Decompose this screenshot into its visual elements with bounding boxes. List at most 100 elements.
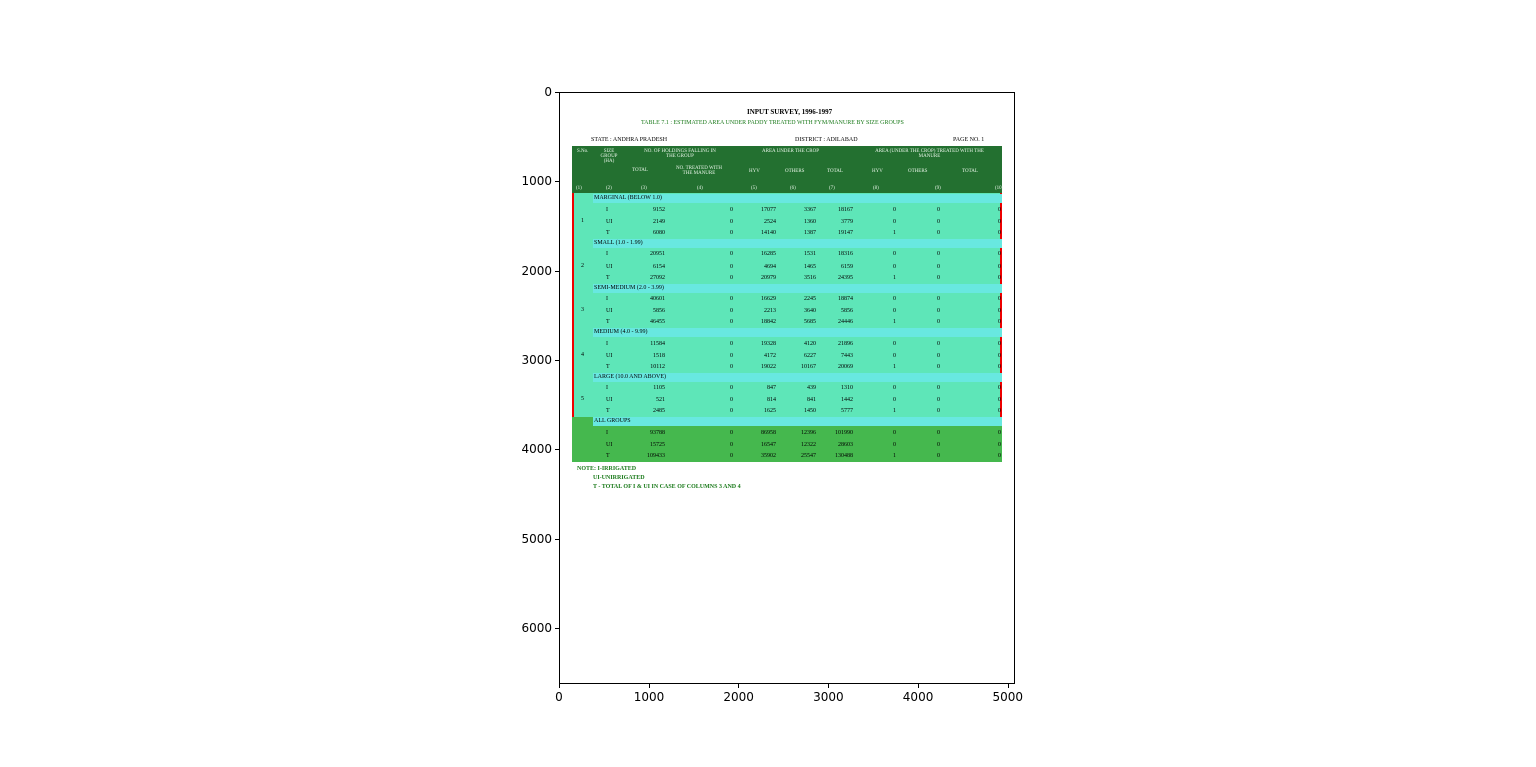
table-cell: 130488 (835, 453, 853, 459)
y-tick-mark (555, 538, 559, 540)
header-holdings: NO. OF HOLDINGS FALLING IN THE GROUP (644, 149, 716, 159)
table-cell: 0 (893, 385, 896, 391)
table-cell: 1 (893, 453, 896, 459)
table-cell: 3640 (804, 308, 816, 314)
subheader-tot: TOTAL (962, 169, 978, 174)
group-name: ALL GROUPS (594, 418, 631, 424)
table-cell: 1105 (653, 385, 665, 391)
table-cell: 24395 (838, 275, 853, 281)
table-cell: 4694 (764, 264, 776, 270)
table-cell: 1625 (764, 408, 776, 414)
table-cell: 10112 (650, 364, 665, 370)
table-cell: 0 (998, 341, 1001, 347)
table-cell: 0 (937, 207, 940, 213)
table-cell: 16629 (761, 296, 776, 302)
x-tick-label: 1000 (633, 690, 665, 704)
x-tick-label: 2000 (723, 690, 754, 704)
table-cell: 10167 (801, 364, 816, 370)
table-cell: 93788 (650, 430, 665, 436)
table-cell: 2485 (653, 408, 665, 414)
column-number: (8) (873, 186, 879, 191)
table-cell: 0 (937, 319, 940, 325)
table-cell: 0 (730, 207, 733, 213)
y-tick-mark (555, 449, 559, 451)
x-tick-mark (1007, 684, 1009, 688)
table-cell: 19328 (761, 341, 776, 347)
row-type: T (606, 408, 610, 414)
column-number: (5) (751, 186, 757, 191)
table-cell: 1310 (841, 385, 853, 391)
group-sno: 2 (581, 263, 584, 269)
table-cell: 0 (998, 397, 1001, 403)
group-sno: 3 (581, 307, 584, 313)
table-cell: 0 (893, 353, 896, 359)
table-cell: 0 (730, 296, 733, 302)
table-cell: 0 (998, 430, 1001, 436)
y-tick-label: 0 (544, 85, 552, 99)
table-cell: 24446 (838, 319, 853, 325)
table-cell: 14140 (761, 230, 776, 236)
table-cell: 9152 (653, 207, 665, 213)
row-type: I (606, 341, 608, 347)
table-cell: 7443 (841, 353, 853, 359)
table-cell: 521 (656, 397, 665, 403)
doc-subtitle: TABLE 7.1 : ESTIMATED AREA UNDER PADDY T… (641, 120, 904, 126)
subheader-others: OTHERS (908, 169, 928, 174)
group-name: SMALL (1.0 - 1.99) (594, 240, 643, 246)
table-cell: 0 (937, 397, 940, 403)
doc-title: INPUT SURVEY, 1996-1997 (747, 108, 833, 116)
table-cell: 18316 (838, 251, 853, 257)
header-size: SIZE GROUP (HA) (600, 149, 618, 164)
table-cell: 0 (937, 264, 940, 270)
table-cell: 18842 (761, 319, 776, 325)
table-cell: 0 (893, 251, 896, 257)
y-tick-label: 2000 (521, 263, 552, 278)
table-cell: 0 (730, 341, 733, 347)
table-cell: 3779 (841, 219, 853, 225)
x-tick-mark (648, 684, 650, 688)
subheader-others: OTHERS (785, 169, 805, 174)
y-tick-mark (555, 627, 559, 629)
y-tick-mark (555, 270, 559, 272)
table-cell: 6154 (653, 264, 665, 270)
y-tick-label: 1000 (521, 174, 552, 189)
table-cell: 0 (893, 219, 896, 225)
table-cell: 0 (937, 275, 940, 281)
group-band (593, 373, 1002, 382)
table-cell: 0 (937, 364, 940, 370)
table-cell: 1 (893, 408, 896, 414)
table-cell: 15725 (650, 442, 665, 448)
table-cell: 0 (937, 430, 940, 436)
table-cell: 0 (937, 308, 940, 314)
table-cell: 5777 (841, 408, 853, 414)
table-cell: 2213 (764, 308, 776, 314)
table-cell: 0 (937, 408, 940, 414)
y-tick-label: 4000 (521, 442, 552, 457)
table-cell: 1531 (804, 251, 816, 257)
table-cell: 2149 (653, 219, 665, 225)
table-cell: 0 (998, 453, 1001, 459)
row-type: UI (606, 397, 613, 403)
table-cell: 0 (730, 308, 733, 314)
table-cell: 0 (730, 275, 733, 281)
table-cell: 20979 (761, 275, 776, 281)
table-cell: 28603 (838, 442, 853, 448)
table-cell: 12396 (801, 430, 816, 436)
table-cell: 0 (998, 296, 1001, 302)
table-cell: 101990 (835, 430, 853, 436)
table-cell: 6227 (804, 353, 816, 359)
table-cell: 0 (937, 453, 940, 459)
group-band (593, 328, 1002, 337)
table-cell: 0 (998, 219, 1001, 225)
row-type: UI (606, 308, 613, 314)
table-cell: 16285 (761, 251, 776, 257)
table-cell: 0 (937, 219, 940, 225)
column-number: (1) (576, 186, 582, 191)
table-cell: 11584 (650, 341, 665, 347)
x-tick-label: 5000 (992, 690, 1024, 704)
table-cell: 1442 (841, 397, 853, 403)
table-cell: 0 (998, 207, 1001, 213)
table-cell: 0 (998, 408, 1001, 414)
table-cell: 0 (893, 430, 896, 436)
table-cell: 20951 (650, 251, 665, 257)
